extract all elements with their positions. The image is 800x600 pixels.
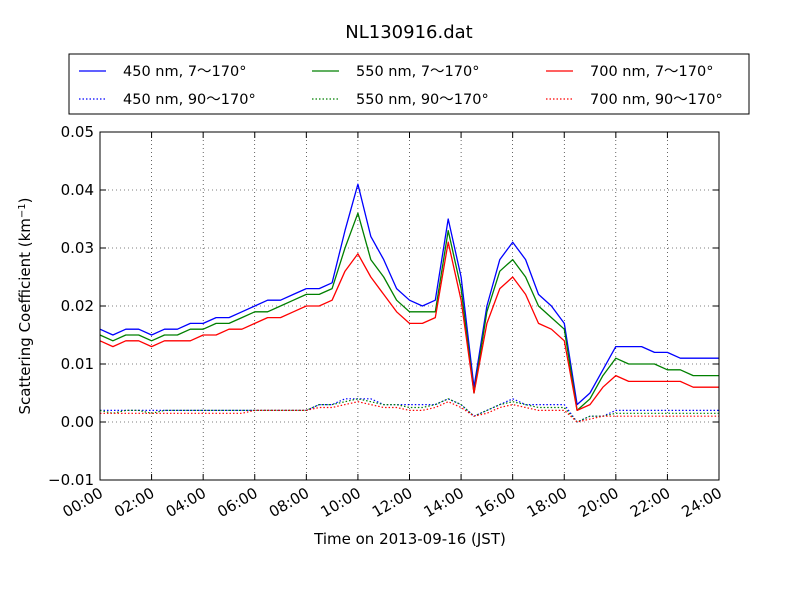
series-layer: [99, 183, 719, 423]
series-line: [100, 398, 719, 423]
series-line: [99, 183, 719, 406]
chart-title: NL130916.dat: [345, 22, 472, 43]
legend-box: [68, 53, 750, 115]
series-line: [99, 212, 719, 412]
legend-label: 700 nm, 90～170°: [590, 92, 723, 108]
y-tick-label: 0.04: [61, 181, 94, 199]
x-axis-label: Time on 2013-09-16 (JST): [313, 530, 506, 548]
y-axis-label-tail: ): [16, 197, 34, 203]
plot-area: [100, 132, 719, 480]
y-axis-label: Scattering Coefficient (km−1): [16, 197, 34, 414]
legend-label: 550 nm, 90～170°: [356, 92, 489, 108]
legend-label: 550 nm, 7～170°: [356, 64, 479, 80]
legend: 450 nm, 7～170° 550 nm, 7～170° 700 nm, 7～17…: [68, 53, 750, 115]
y-tick-label: 0.05: [61, 123, 94, 141]
legend-label: 700 nm, 7～170°: [590, 64, 713, 80]
y-tick-label: 0.01: [61, 355, 94, 373]
y-tick-label: 0.02: [61, 297, 94, 315]
y-tick-label: 0.00: [61, 413, 94, 431]
y-axis-label-sup: −1: [17, 203, 28, 218]
y-axis-label-main: Scattering Coefficient (km: [16, 218, 34, 414]
legend-label: 450 nm, 7～170°: [123, 64, 246, 80]
series-line: [100, 401, 719, 423]
legend-label: 450 nm, 90～170°: [123, 92, 256, 108]
y-tick-label: −0.01: [48, 471, 94, 489]
y-tick-label: 0.03: [61, 239, 94, 257]
series-line: [99, 241, 719, 412]
